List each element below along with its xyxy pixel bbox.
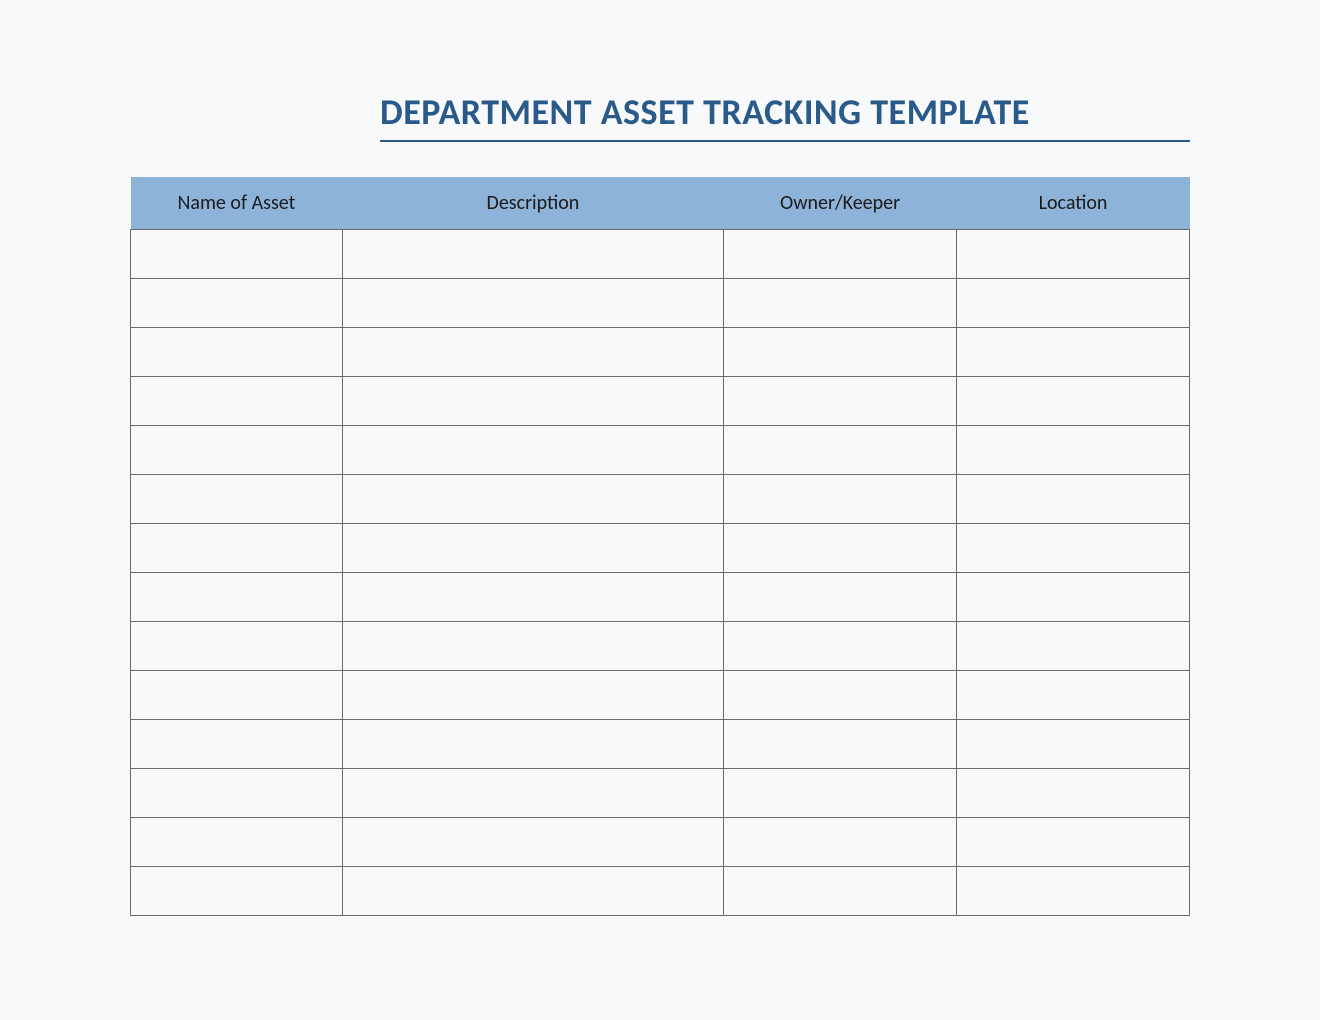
asset-table-container: Name of Asset Description Owner/Keeper L… bbox=[130, 177, 1190, 916]
table-cell bbox=[342, 818, 723, 867]
table-cell bbox=[131, 426, 343, 475]
table-cell bbox=[957, 622, 1190, 671]
table-cell bbox=[131, 769, 343, 818]
table-cell bbox=[342, 720, 723, 769]
table-row bbox=[131, 867, 1190, 916]
table-row bbox=[131, 769, 1190, 818]
table-cell bbox=[131, 573, 343, 622]
table-row bbox=[131, 671, 1190, 720]
table-row bbox=[131, 720, 1190, 769]
table-cell bbox=[957, 867, 1190, 916]
table-row bbox=[131, 475, 1190, 524]
table-cell bbox=[131, 671, 343, 720]
table-cell bbox=[342, 426, 723, 475]
table-cell bbox=[724, 818, 957, 867]
table-cell bbox=[131, 475, 343, 524]
table-cell bbox=[342, 230, 723, 279]
column-header-description: Description bbox=[342, 177, 723, 230]
table-cell bbox=[724, 720, 957, 769]
table-row bbox=[131, 426, 1190, 475]
column-header-location: Location bbox=[957, 177, 1190, 230]
table-cell bbox=[724, 867, 957, 916]
table-cell bbox=[724, 328, 957, 377]
table-cell bbox=[342, 377, 723, 426]
table-cell bbox=[131, 818, 343, 867]
table-cell bbox=[131, 328, 343, 377]
table-cell bbox=[957, 230, 1190, 279]
table-cell bbox=[131, 720, 343, 769]
table-cell bbox=[131, 279, 343, 328]
table-row bbox=[131, 328, 1190, 377]
table-cell bbox=[957, 720, 1190, 769]
table-cell bbox=[131, 230, 343, 279]
table-cell bbox=[724, 573, 957, 622]
table-cell bbox=[724, 279, 957, 328]
table-cell bbox=[957, 671, 1190, 720]
table-cell bbox=[724, 377, 957, 426]
table-row bbox=[131, 622, 1190, 671]
page-title: DEPARTMENT ASSET TRACKING TEMPLATE bbox=[380, 90, 1190, 142]
table-cell bbox=[724, 671, 957, 720]
table-cell bbox=[957, 475, 1190, 524]
table-cell bbox=[724, 230, 957, 279]
table-cell bbox=[724, 426, 957, 475]
column-header-name: Name of Asset bbox=[131, 177, 343, 230]
table-cell bbox=[342, 769, 723, 818]
table-cell bbox=[131, 377, 343, 426]
table-row bbox=[131, 524, 1190, 573]
table-cell bbox=[342, 524, 723, 573]
table-cell bbox=[131, 524, 343, 573]
table-header: Name of Asset Description Owner/Keeper L… bbox=[131, 177, 1190, 230]
table-cell bbox=[957, 426, 1190, 475]
table-cell bbox=[342, 328, 723, 377]
table-cell bbox=[724, 622, 957, 671]
table-row bbox=[131, 279, 1190, 328]
column-header-owner: Owner/Keeper bbox=[724, 177, 957, 230]
table-row bbox=[131, 818, 1190, 867]
table-row bbox=[131, 377, 1190, 426]
table-cell bbox=[957, 524, 1190, 573]
table-cell bbox=[957, 328, 1190, 377]
table-cell bbox=[724, 524, 957, 573]
table-header-row: Name of Asset Description Owner/Keeper L… bbox=[131, 177, 1190, 230]
table-cell bbox=[724, 769, 957, 818]
table-cell bbox=[724, 475, 957, 524]
table-row bbox=[131, 230, 1190, 279]
table-cell bbox=[342, 671, 723, 720]
table-cell bbox=[957, 818, 1190, 867]
table-cell bbox=[342, 475, 723, 524]
table-cell bbox=[957, 279, 1190, 328]
table-cell bbox=[342, 573, 723, 622]
table-cell bbox=[342, 622, 723, 671]
title-container: DEPARTMENT ASSET TRACKING TEMPLATE bbox=[130, 90, 1190, 142]
table-cell bbox=[957, 573, 1190, 622]
table-cell bbox=[957, 769, 1190, 818]
asset-table: Name of Asset Description Owner/Keeper L… bbox=[130, 177, 1190, 916]
table-cell bbox=[342, 867, 723, 916]
table-body bbox=[131, 230, 1190, 916]
table-cell bbox=[131, 622, 343, 671]
table-row bbox=[131, 573, 1190, 622]
table-cell bbox=[957, 377, 1190, 426]
table-cell bbox=[131, 867, 343, 916]
table-cell bbox=[342, 279, 723, 328]
